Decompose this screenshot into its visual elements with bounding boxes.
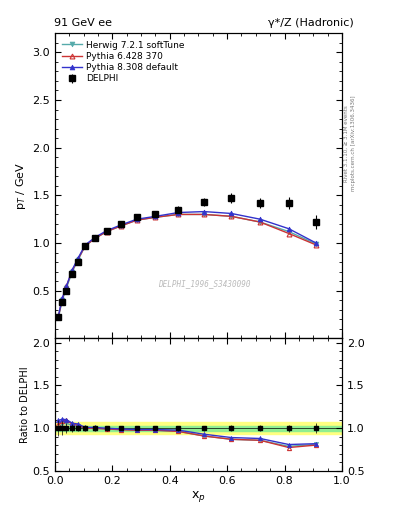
- Pythia 6.428 370: [83, 243, 88, 249]
- Pythia 6.428 370: [60, 296, 64, 303]
- Pythia 6.428 370: [64, 283, 69, 289]
- Herwig 7.2.1 softTune: [153, 214, 158, 220]
- Pythia 6.428 370: [93, 235, 97, 241]
- Pythia 8.308 default: [75, 255, 80, 261]
- Pythia 8.308 default: [229, 210, 234, 217]
- Herwig 7.2.1 softTune: [229, 214, 234, 220]
- Pythia 6.428 370: [119, 223, 123, 229]
- Pythia 8.308 default: [286, 226, 291, 232]
- Pythia 8.308 default: [153, 214, 158, 220]
- Herwig 7.2.1 softTune: [64, 285, 69, 291]
- Text: mcplots.cern.ch [arXiv:1306.3436]: mcplots.cern.ch [arXiv:1306.3436]: [351, 96, 356, 191]
- Bar: [55, 425, 342, 431]
- Herwig 7.2.1 softTune: [119, 223, 123, 229]
- Pythia 6.428 370: [258, 219, 263, 225]
- Pythia 8.308 default: [258, 216, 263, 222]
- Pythia 6.428 370: [176, 211, 181, 218]
- Text: γ*/Z (Hadronic): γ*/Z (Hadronic): [268, 18, 353, 28]
- Pythia 6.428 370: [70, 268, 75, 274]
- Herwig 7.2.1 softTune: [83, 243, 88, 249]
- Pythia 8.308 default: [64, 283, 69, 289]
- Pythia 8.308 default: [176, 209, 181, 216]
- Text: 91 GeV ee: 91 GeV ee: [53, 18, 112, 28]
- Line: Herwig 7.2.1 softTune: Herwig 7.2.1 softTune: [56, 212, 318, 320]
- Pythia 8.308 default: [104, 227, 109, 233]
- Pythia 8.308 default: [119, 222, 123, 228]
- Text: Rivet 3.1.10, ≥ 3.1M events: Rivet 3.1.10, ≥ 3.1M events: [344, 105, 349, 182]
- Pythia 8.308 default: [202, 208, 207, 215]
- X-axis label: x$_{p}$: x$_{p}$: [191, 488, 206, 504]
- Pythia 6.428 370: [153, 214, 158, 220]
- Pythia 8.308 default: [134, 216, 139, 222]
- Herwig 7.2.1 softTune: [202, 211, 207, 218]
- Herwig 7.2.1 softTune: [176, 211, 181, 218]
- Pythia 6.428 370: [56, 313, 61, 319]
- Pythia 6.428 370: [314, 242, 318, 248]
- Herwig 7.2.1 softTune: [75, 257, 80, 263]
- Herwig 7.2.1 softTune: [258, 219, 263, 225]
- Pythia 6.428 370: [75, 256, 80, 262]
- Herwig 7.2.1 softTune: [60, 297, 64, 303]
- Pythia 8.308 default: [70, 267, 75, 273]
- Herwig 7.2.1 softTune: [56, 314, 61, 321]
- Pythia 8.308 default: [83, 242, 88, 248]
- Herwig 7.2.1 softTune: [286, 228, 291, 234]
- Y-axis label: p$_{T}$ / GeV: p$_{T}$ / GeV: [14, 162, 28, 210]
- Pythia 8.308 default: [60, 295, 64, 302]
- Bar: [55, 422, 342, 434]
- Y-axis label: Ratio to DELPHI: Ratio to DELPHI: [20, 367, 29, 443]
- Pythia 6.428 370: [104, 228, 109, 234]
- Pythia 6.428 370: [202, 211, 207, 218]
- Herwig 7.2.1 softTune: [104, 228, 109, 234]
- Text: DELPHI_1996_S3430090: DELPHI_1996_S3430090: [158, 279, 250, 288]
- Pythia 6.428 370: [229, 214, 234, 220]
- Herwig 7.2.1 softTune: [70, 269, 75, 275]
- Herwig 7.2.1 softTune: [314, 241, 318, 247]
- Pythia 8.308 default: [93, 234, 97, 241]
- Line: Pythia 6.428 370: Pythia 6.428 370: [56, 212, 318, 319]
- Herwig 7.2.1 softTune: [93, 235, 97, 241]
- Line: Pythia 8.308 default: Pythia 8.308 default: [56, 209, 318, 318]
- Herwig 7.2.1 softTune: [134, 217, 139, 223]
- Legend: Herwig 7.2.1 softTune, Pythia 6.428 370, Pythia 8.308 default, DELPHI: Herwig 7.2.1 softTune, Pythia 6.428 370,…: [59, 37, 188, 87]
- Pythia 8.308 default: [314, 240, 318, 246]
- Pythia 6.428 370: [286, 230, 291, 237]
- Pythia 6.428 370: [134, 217, 139, 223]
- Pythia 8.308 default: [56, 312, 61, 318]
